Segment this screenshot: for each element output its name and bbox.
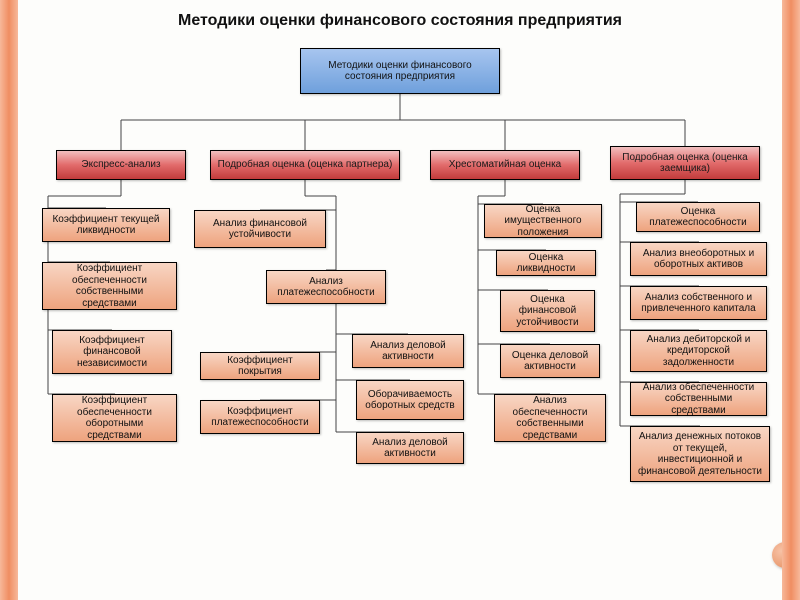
leaf-node: Оценка ликвидности: [496, 250, 596, 276]
leaf-node: Оценка платежеспособности: [636, 202, 760, 232]
category-node: Экспресс-анализ: [56, 150, 186, 180]
leaf-node: Анализ деловой активности: [352, 334, 464, 368]
root-node: Методики оценки финансового состояния пр…: [300, 48, 500, 94]
leaf-node: Коэффициент финансовой независимости: [52, 330, 172, 374]
leaf-node: Анализ обеспеченности собственными средс…: [630, 382, 767, 416]
leaf-node: Анализ финансовой устойчивости: [194, 210, 326, 248]
category-node: Подробная оценка (оценка заемщика): [610, 146, 760, 180]
leaf-node: Анализ собственного и привлеченного капи…: [630, 286, 767, 320]
leaf-node: Оборачиваемость оборотных средств: [356, 380, 464, 420]
leaf-node: Коэффициент обеспеченности собственными …: [42, 262, 177, 310]
category-node: Подробная оценка (оценка партнера): [210, 150, 400, 180]
category-node: Хрестоматийная оценка: [430, 150, 580, 180]
leaf-node: Коэффициент текущей ликвидности: [42, 208, 170, 242]
leaf-node: Анализ обеспеченности собственными средс…: [494, 394, 606, 442]
leaf-node: Оценка финансовой устойчивости: [500, 290, 595, 332]
leaf-node: Анализ деловой активности: [356, 432, 464, 464]
leaf-node: Коэффициент платежеспособности: [200, 400, 320, 434]
page-title: Методики оценки финансового состояния пр…: [0, 12, 800, 30]
leaf-node: Анализ денежных потоков от текущей, инве…: [630, 426, 770, 482]
decorative-circle: [772, 542, 798, 568]
leaf-node: Оценка деловой активности: [500, 344, 600, 378]
leaf-node: Коэффициент покрытия: [200, 352, 320, 380]
leaf-node: Коэффициент обеспеченности оборотными ср…: [52, 394, 177, 442]
leaf-node: Анализ внеоборотных и оборотных активов: [630, 242, 767, 276]
leaf-node: Оценка имущественного положения: [484, 204, 602, 238]
leaf-node: Анализ дебиторской и кредиторской задолж…: [630, 330, 767, 372]
leaf-node: Анализ платежеспособности: [266, 270, 386, 304]
